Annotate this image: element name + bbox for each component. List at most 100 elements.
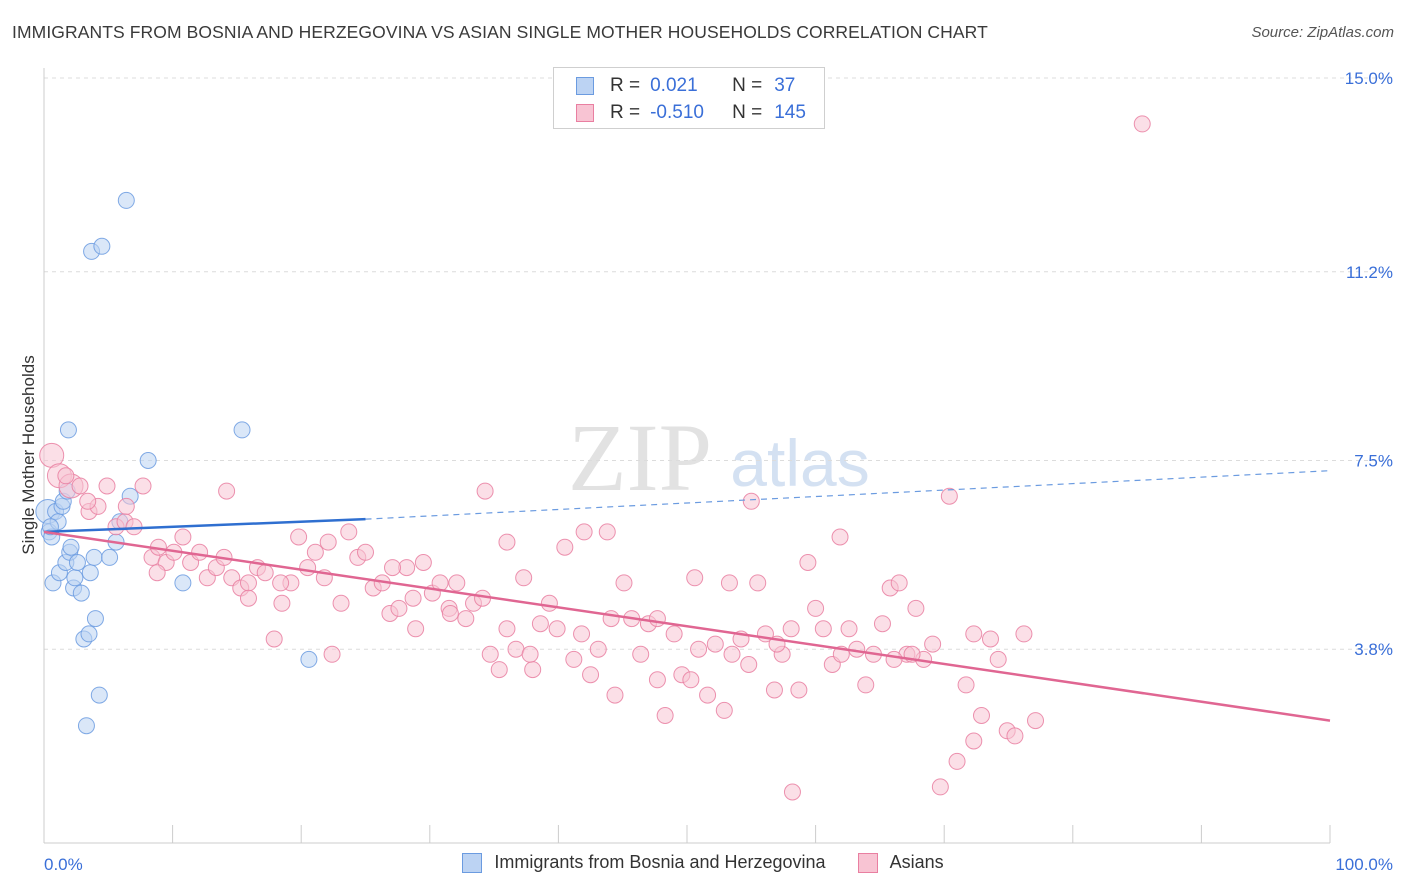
asians-point — [265, 630, 283, 648]
asians-legend-swatch — [857, 852, 878, 873]
n-label: N = — [732, 102, 763, 123]
bosnia-point — [101, 548, 119, 566]
asians-point — [448, 574, 466, 592]
asians-point — [948, 752, 966, 770]
asians-point — [582, 666, 600, 684]
asians-point — [799, 554, 817, 571]
asians-point — [907, 599, 925, 617]
y-axis-label: Single Mother Households — [19, 355, 38, 554]
asians-point — [715, 701, 733, 719]
asians-point — [615, 574, 633, 592]
bosnia-point — [80, 625, 98, 643]
asians-point — [1006, 727, 1024, 745]
asians-point — [174, 528, 192, 546]
asians-point — [665, 625, 683, 643]
asians-point — [490, 661, 508, 679]
legend-label-asians: Asians — [889, 852, 944, 872]
asians-point — [98, 477, 116, 495]
asians-point — [940, 487, 958, 505]
asians-point — [682, 671, 700, 689]
bosnia-point — [59, 421, 77, 439]
asians-point — [117, 497, 135, 515]
asians-point — [441, 605, 459, 622]
n-value: 37 — [774, 75, 796, 96]
asians-point — [807, 599, 825, 617]
asians-point — [239, 589, 257, 607]
stats-legend-row-bosnia: R = 0.021 N = 37 — [576, 74, 795, 98]
bosnia-point — [85, 548, 103, 566]
asians-point — [598, 523, 616, 541]
asians-point — [125, 518, 143, 536]
asians-point — [565, 650, 583, 668]
asians-point — [515, 569, 533, 587]
asians-point — [407, 620, 425, 638]
asians-point — [323, 645, 341, 663]
asians-point — [540, 594, 558, 612]
asians-point — [507, 640, 525, 658]
bosnia-point — [300, 650, 318, 668]
y-tick-label: 11.2% — [1346, 263, 1393, 282]
asians-point — [742, 492, 760, 510]
watermark-zip: ZIP — [568, 404, 712, 511]
asians-point — [457, 610, 475, 628]
asians-point — [1015, 625, 1033, 643]
asians-point — [814, 620, 832, 638]
bosnia-point — [233, 421, 251, 439]
n-value: 145 — [774, 102, 806, 123]
asians-point — [218, 482, 236, 500]
asians-point — [924, 635, 942, 653]
asians-point — [414, 554, 432, 571]
asians-point — [699, 686, 717, 704]
asians-point — [648, 671, 666, 689]
asians-point — [783, 783, 801, 801]
asians-point — [357, 543, 374, 561]
legend-item-asians[interactable]: Asians — [857, 852, 944, 873]
asians-point — [306, 543, 324, 561]
asians-point — [71, 477, 89, 495]
y-tick-label: 15.0% — [1345, 69, 1393, 88]
asians-point — [885, 650, 903, 668]
asians-point — [857, 676, 875, 694]
asians-point — [981, 630, 999, 648]
asians-point — [272, 574, 290, 592]
asians-point — [965, 625, 983, 643]
legend-item-bosnia[interactable]: Immigrants from Bosnia and Herzegovina — [462, 852, 826, 873]
asians-point — [524, 661, 542, 679]
stats-legend-row-asians: R = -0.510 N = 145 — [576, 101, 806, 125]
asians-point — [831, 528, 849, 546]
n-label: N = — [732, 75, 763, 96]
bosnia-point — [117, 191, 135, 209]
asians-point — [840, 620, 858, 638]
asians-point — [957, 676, 975, 694]
bosnia-trend-line — [43, 517, 366, 534]
asians-point — [148, 564, 166, 582]
bosnia-point — [66, 569, 84, 587]
asians-point — [1027, 712, 1045, 730]
asians-point — [690, 640, 708, 658]
asians-point — [498, 533, 516, 551]
r-value: -0.510 — [650, 102, 704, 123]
bosnia-point — [68, 554, 86, 571]
asians-point — [589, 640, 607, 658]
source-label: Source: ZipAtlas.com — [1251, 24, 1394, 41]
asians-point — [498, 620, 516, 638]
asians-point — [740, 656, 758, 673]
asians-point — [290, 528, 308, 546]
asians-swatch — [576, 104, 594, 122]
asians-point — [476, 482, 494, 500]
asians-point — [556, 538, 574, 556]
asians-point — [191, 543, 209, 561]
asians-point — [648, 610, 666, 628]
asians-point — [79, 492, 97, 510]
asians-point — [548, 620, 566, 638]
r-label: R = — [610, 102, 641, 123]
asians-point — [575, 523, 593, 541]
x-tick-label: 0.0% — [44, 855, 83, 874]
legend-label-bosnia: Immigrants from Bosnia and Herzegovina — [494, 852, 826, 872]
asians-point — [720, 574, 738, 592]
bosnia-point — [86, 610, 104, 628]
asians-point — [273, 594, 291, 612]
y-tick-label: 7.5% — [1354, 452, 1393, 471]
asians-point — [319, 533, 337, 551]
asians-point — [632, 645, 650, 663]
